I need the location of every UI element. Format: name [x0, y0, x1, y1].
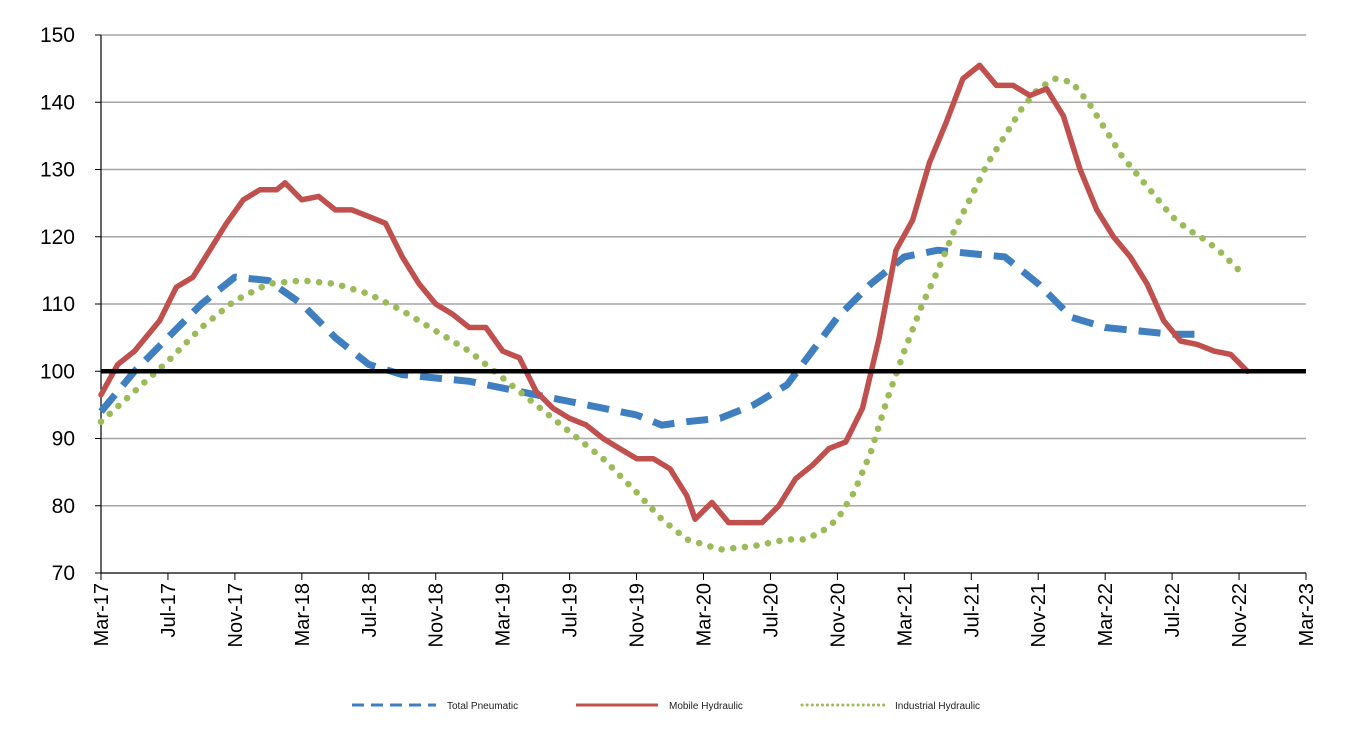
y-tick-label: 140	[40, 91, 75, 114]
x-tick-label: Nov-22	[1229, 583, 1251, 647]
x-tick-label: Nov-18	[426, 583, 448, 647]
series-lines	[97, 62, 1251, 553]
y-tick-label: 90	[52, 428, 75, 451]
x-tick-label: Jul-18	[359, 583, 381, 637]
x-tick-label: Jul-19	[560, 583, 582, 637]
x-tick-label: Jul-22	[1162, 583, 1184, 637]
y-tick-label: 130	[40, 159, 75, 182]
y-tick-label: 70	[52, 562, 75, 585]
x-tick-label: Mar-21	[894, 583, 916, 646]
legend-label-mobile-hydraulic: Mobile Hydraulic	[669, 701, 743, 712]
x-tick-label: Nov-19	[627, 583, 649, 647]
x-tick-label: Mar-22	[1095, 583, 1117, 646]
series-line-industrial-hydraulic	[97, 75, 1251, 553]
x-tick-label: Nov-20	[827, 583, 849, 647]
y-tick-label: 150	[40, 24, 75, 47]
x-tick-label: Mar-20	[694, 583, 716, 646]
x-tick-label: Mar-17	[91, 583, 113, 646]
series-line-mobile-hydraulic	[98, 62, 1251, 526]
x-tick-label: Jul-20	[760, 583, 782, 637]
legend: Total Pneumatic Mobile Hydraulic Industria…	[352, 701, 980, 712]
x-tick-label: Mar-18	[292, 583, 314, 646]
y-tick-label: 80	[52, 495, 75, 518]
x-tick-label: Nov-21	[1028, 583, 1050, 647]
x-tick-label: Jul-21	[961, 583, 983, 637]
x-tick-label: Mar-19	[493, 583, 515, 646]
legend-label-total-pneumatic: Total Pneumatic	[447, 701, 518, 712]
x-tick-label: Mar-23	[1296, 583, 1318, 646]
gridlines	[101, 34, 1306, 507]
x-axis-ticks: Mar-17 Jul-17 Nov-17 Mar-18 Jul-18 Nov-18 Mar-…	[91, 573, 1318, 647]
x-tick-label: Nov-17	[225, 583, 247, 647]
y-tick-label: 110	[42, 293, 75, 316]
legend-label-industrial-hydraulic: Industrial Hydraulic	[895, 701, 980, 712]
y-axis-ticks: 70 80 90 100 110 120 130 140 150	[40, 24, 101, 585]
y-tick-label: 100	[40, 360, 75, 383]
series-line-total-pneumatic	[98, 246, 1206, 429]
x-tick-label: Jul-17	[158, 583, 180, 637]
y-tick-label: 120	[40, 226, 75, 249]
